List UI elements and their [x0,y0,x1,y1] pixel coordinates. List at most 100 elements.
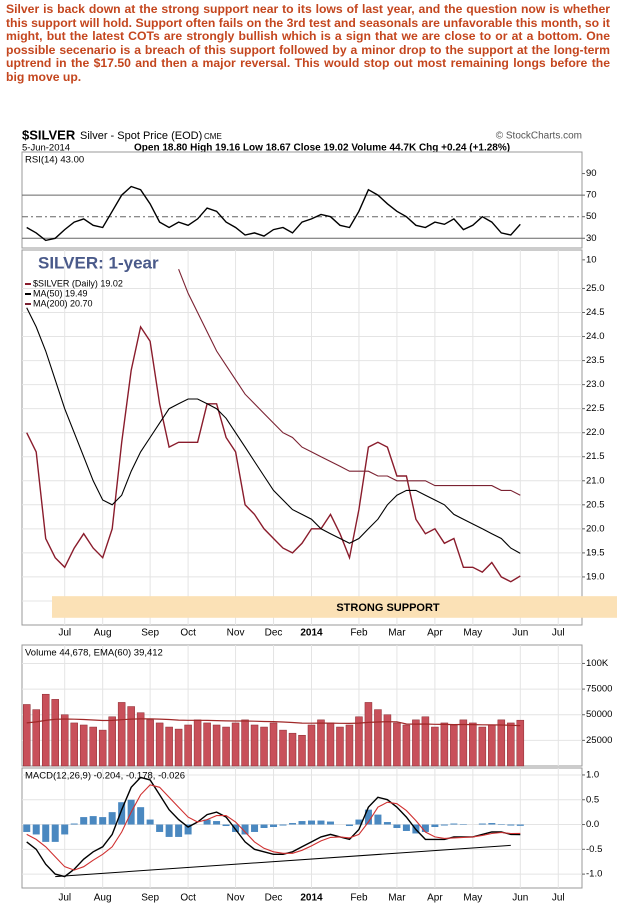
volume-bar [355,716,363,767]
macd-histogram-bar [421,824,429,832]
volume-bar [478,726,487,767]
x-tick-label: 2014 [300,628,323,639]
volume-bar [136,712,145,767]
y-tick-label: 20.0 [586,523,605,534]
macd-histogram-bar [232,824,240,832]
volume-bar [459,719,468,767]
macd-histogram-bar [393,824,401,828]
volume-bar [317,719,325,767]
volume-bar [222,726,230,767]
x-tick-label: Jul [58,628,71,639]
y-tick-label: 0.0 [586,819,599,830]
y-tick-label: 100K [586,658,609,669]
macd-histogram-bar [279,824,287,826]
y-tick-label: 25000 [586,735,612,746]
volume-bar [231,722,240,767]
x-tick-label: Feb [350,893,368,904]
volume-bar [108,716,116,767]
date: 5-Jun-2014 [22,143,70,154]
macd-histogram-bar [213,821,221,825]
volume-bar [326,722,335,767]
x-tick-label: Feb [350,628,368,639]
macd-histogram-bar [507,824,515,826]
y-tick-label: 25.0 [586,283,605,294]
volume-bar [98,729,107,767]
volume-bar [469,722,477,767]
x-tick-label: Dec [265,628,283,639]
panel [21,151,583,249]
volume-bar [260,726,268,767]
volume-bar [412,719,420,767]
symbol: $SILVER [22,127,76,142]
panel-label: RSI(14) 43.00 [25,155,84,166]
volume-bar [421,716,430,767]
x-tick-label: Apr [427,893,443,904]
macd-histogram-bar [23,824,31,832]
x-tick-label: Aug [94,628,112,639]
x-tick-label: Sep [141,628,159,639]
x-tick-label: Jul [552,893,565,904]
volume-bar [269,722,278,767]
volume-bar [450,724,458,767]
y-tick-label: 50 [586,211,597,222]
copyright: © StockCharts.com [496,131,582,142]
volume-bar [32,709,40,767]
panel-label: Volume 44,678, EMA(60) 39,412 [25,648,163,659]
y-tick-label: 23.5 [586,355,605,366]
x-tick-label: May [463,893,482,904]
macd-histogram-bar [80,817,88,825]
volume-bar [374,709,382,767]
macd-histogram-bar [175,824,183,837]
x-tick-label: Dec [265,893,283,904]
y-tick-label: -1.0 [586,869,602,880]
x-tick-label: Mar [388,893,406,904]
volume-bar [345,724,354,767]
panel [21,249,583,626]
series-line [26,784,521,871]
x-tick-label: Oct [180,628,196,639]
volume-bar [279,729,287,767]
volume-bar [51,699,59,767]
y-tick-label: 24.0 [586,331,605,342]
macd-histogram-bar [440,824,448,826]
x-tick-label: Aug [94,893,112,904]
macd-histogram-bar [51,824,59,842]
ema-line [26,718,521,727]
macd-histogram-bar [165,824,173,837]
x-tick-label: Oct [180,893,196,904]
macd-histogram-bar [118,802,126,825]
x-tick-label: Jun [512,628,528,639]
macd-histogram-bar [326,821,334,825]
x-tick-label: Jun [512,893,528,904]
x-tick-label: Jul [552,628,565,639]
volume-bar [79,724,88,767]
macd-histogram-bar [355,819,363,825]
macd-histogram-bar [478,823,486,825]
panel [21,767,583,889]
volume-bar [212,724,221,767]
volume-bar [393,722,401,767]
macd-histogram-bar [203,819,211,825]
macd-histogram-bar [156,824,164,832]
macd-histogram-bar [146,819,154,825]
y-tick-label: 22.5 [586,403,605,414]
y-tick-label: 0.5 [586,794,599,805]
volume-bar [41,693,50,767]
y-tick-label: -0.5 [586,844,602,855]
legend-entry: MA(50) 19.49 [33,288,88,298]
y-tick-label: 24.5 [586,307,605,318]
volume-bar [146,719,154,767]
legend-entry: MA(200) 20.70 [33,298,93,308]
macd-histogram-bar [42,824,50,842]
macd-histogram-bar [307,820,315,825]
macd-histogram-bar [241,824,249,835]
y-tick-label: 90 [586,168,597,179]
volume-bar [431,726,439,767]
y-tick-label: 30 [586,233,597,244]
volume-bar [440,722,449,767]
x-tick-label: Nov [227,628,245,639]
macd-histogram-bar [61,824,69,835]
volume-bar [155,722,164,767]
